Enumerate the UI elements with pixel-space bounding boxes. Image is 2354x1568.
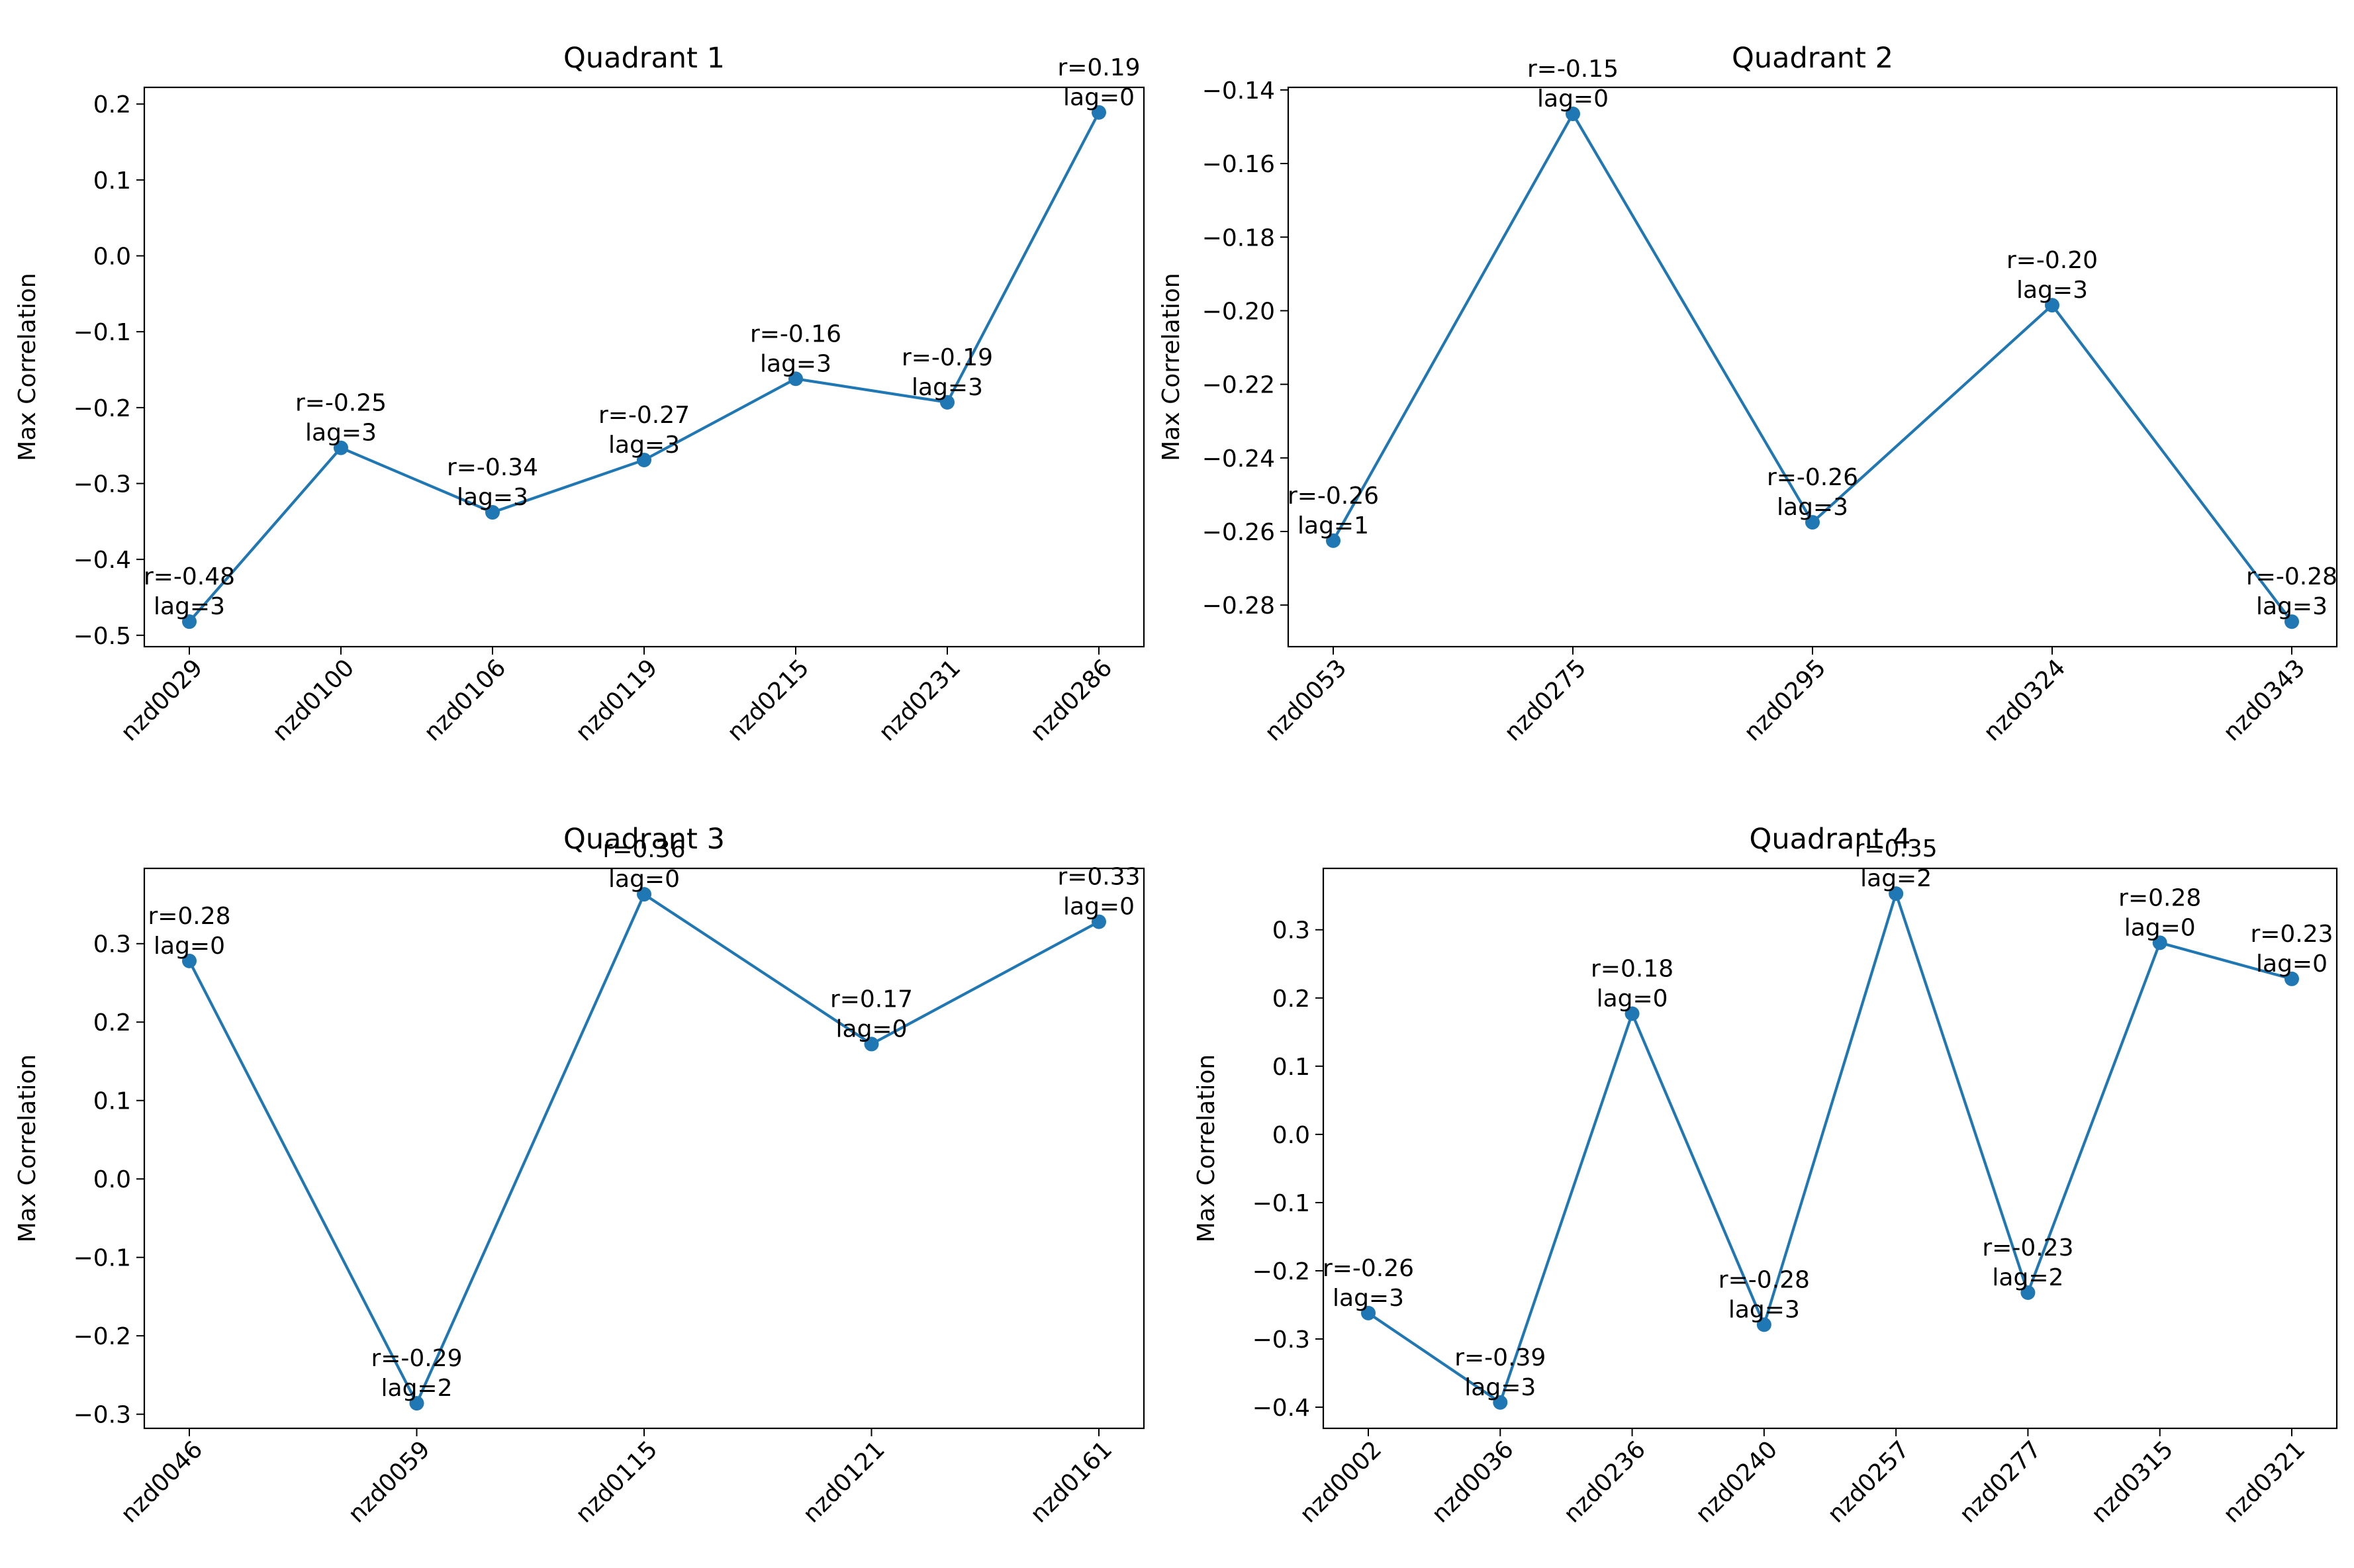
data-point <box>637 452 651 467</box>
data-label: r=0.28 lag=0 <box>2118 884 2201 941</box>
data-point <box>637 887 651 902</box>
data-label: r=0.35 lag=2 <box>1855 835 1938 892</box>
y-tick-label: −0.2 <box>73 1323 131 1350</box>
data-point <box>1624 1006 1640 1021</box>
y-tick-label: −0.1 <box>73 319 131 346</box>
y-tick-label: 0.1 <box>1272 1054 1310 1081</box>
data-label: r=-0.19 lag=3 <box>902 344 993 401</box>
plot-frame <box>1322 867 2338 1430</box>
data-label: r=-0.27 lag=3 <box>598 402 690 459</box>
data-label: r=0.18 lag=0 <box>1591 955 1673 1012</box>
chart-title: Quadrant 4 <box>1750 823 1911 856</box>
y-tick-label: 0.1 <box>93 1088 131 1115</box>
data-point <box>2284 614 2299 629</box>
data-point <box>2284 971 2299 986</box>
data-label: r=0.36 lag=0 <box>602 836 685 893</box>
y-tick-label: −0.3 <box>73 471 131 498</box>
data-label: r=-0.48 lag=3 <box>144 563 235 620</box>
data-label: r=0.28 lag=0 <box>148 903 230 960</box>
y-tick-label: −0.3 <box>1252 1326 1310 1354</box>
data-point <box>182 614 197 629</box>
data-point <box>334 440 348 455</box>
data-point <box>1566 107 1580 122</box>
data-label: r=-0.39 lag=3 <box>1454 1344 1546 1401</box>
y-tick-label: −0.4 <box>1252 1395 1310 1422</box>
data-point <box>409 1396 424 1411</box>
series-line <box>1367 892 2292 1404</box>
y-tick-label: 0.2 <box>93 1009 131 1037</box>
data-label: r=0.23 lag=0 <box>2250 921 2333 978</box>
y-tick-label: −0.26 <box>1202 519 1275 546</box>
data-label: r=-0.26 lag=1 <box>1288 483 1379 539</box>
y-tick-label: −0.18 <box>1202 224 1275 252</box>
data-label: r=-0.26 lag=3 <box>1323 1255 1414 1312</box>
y-tick-label: −0.5 <box>73 623 131 650</box>
chart-title: Quadrant 2 <box>1732 42 1893 75</box>
plot-frame <box>1287 86 2338 648</box>
y-tick-label: −0.22 <box>1202 372 1275 399</box>
chart-title: Quadrant 3 <box>563 823 725 856</box>
data-point <box>788 371 803 387</box>
y-tick-label: −0.14 <box>1202 77 1275 105</box>
data-label: r=-0.34 lag=3 <box>447 454 538 511</box>
data-label: r=-0.16 lag=3 <box>750 320 841 377</box>
data-point <box>864 1037 879 1052</box>
y-tick-label: −0.28 <box>1202 592 1275 620</box>
y-tick-label: 0.3 <box>93 931 131 958</box>
y-tick-label: 0.0 <box>1272 1122 1310 1149</box>
y-tick-label: −0.2 <box>73 395 131 422</box>
data-point <box>485 505 500 520</box>
y-tick-label: −0.2 <box>1252 1258 1310 1285</box>
data-point <box>1092 914 1106 929</box>
data-label: r=-0.26 lag=3 <box>1767 464 1858 521</box>
data-point <box>1756 1317 1771 1332</box>
data-point <box>1493 1395 1508 1410</box>
chart-title: Quadrant 1 <box>563 42 725 75</box>
data-label: r=-0.20 lag=3 <box>2006 247 2098 304</box>
data-point <box>1805 515 1820 530</box>
y-axis-label: Max Correlation <box>1193 1054 1220 1242</box>
data-label: r=-0.28 lag=3 <box>2246 563 2337 620</box>
data-point <box>182 953 197 968</box>
data-point <box>2045 298 2059 313</box>
y-tick-label: −0.24 <box>1202 445 1275 473</box>
data-label: r=-0.15 lag=0 <box>1527 56 1619 113</box>
plot-frame <box>143 86 1145 648</box>
data-label: r=-0.25 lag=3 <box>295 390 387 447</box>
data-point <box>1889 886 1904 901</box>
data-point <box>1361 1305 1376 1320</box>
data-label: r=0.17 lag=0 <box>830 986 913 1042</box>
y-tick-label: 0.3 <box>1272 917 1310 945</box>
y-tick-label: −0.16 <box>1202 151 1275 178</box>
data-point <box>1326 533 1341 548</box>
y-tick-label: −0.3 <box>73 1402 131 1429</box>
data-label: r=0.19 lag=0 <box>1057 54 1140 111</box>
y-tick-label: 0.2 <box>93 91 131 118</box>
y-tick-label: −0.1 <box>1252 1190 1310 1217</box>
y-tick-label: 0.0 <box>93 1166 131 1193</box>
plot-frame <box>143 867 1145 1430</box>
y-tick-label: 0.2 <box>1272 986 1310 1013</box>
data-point <box>1092 105 1106 120</box>
y-tick-label: −0.20 <box>1202 298 1275 325</box>
y-tick-label: −0.4 <box>73 547 131 574</box>
y-tick-label: 0.0 <box>93 244 131 271</box>
y-axis-label: Max Correlation <box>14 1054 41 1242</box>
data-label: r=-0.28 lag=3 <box>1718 1266 1810 1323</box>
y-tick-label: −0.1 <box>73 1245 131 1272</box>
data-point <box>940 394 955 410</box>
data-point <box>2152 935 2167 950</box>
data-label: r=-0.23 lag=2 <box>1982 1234 2073 1291</box>
y-tick-label: 0.1 <box>93 167 131 195</box>
data-point <box>2020 1285 2036 1300</box>
data-label: r=-0.29 lag=2 <box>371 1345 462 1402</box>
y-axis-label: Max Correlation <box>14 273 41 461</box>
y-axis-label: Max Correlation <box>1158 273 1185 461</box>
